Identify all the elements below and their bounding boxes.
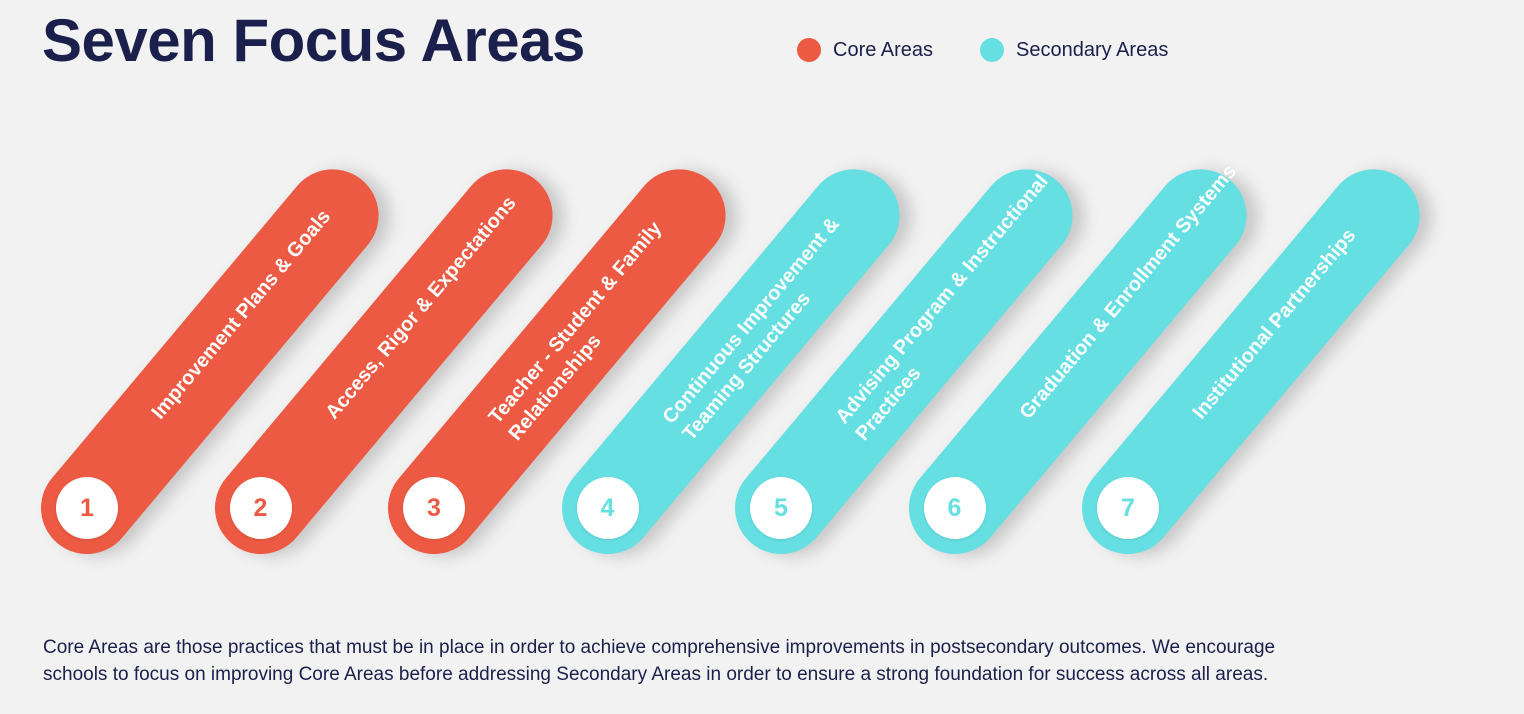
legend-item-core: Core Areas — [797, 38, 933, 62]
page-title: Seven Focus Areas — [42, 7, 585, 74]
focus-area-number-4: 4 — [576, 477, 639, 539]
focus-area-number-6: 6 — [923, 477, 986, 539]
focus-area-number-2: 2 — [229, 477, 292, 539]
focus-area-number-1: 1 — [56, 477, 118, 539]
description: Core Areas are those practices that must… — [43, 634, 1483, 688]
secondary-areas-dot-icon — [980, 38, 1004, 62]
description-line-1: Core Areas are those practices that must… — [43, 637, 1276, 658]
core-areas-dot-icon — [797, 38, 821, 62]
description-line-2: schools to focus on improving Core Areas… — [43, 664, 1269, 685]
focus-area-number-7: 7 — [1097, 477, 1159, 539]
focus-area-number-3: 3 — [403, 477, 465, 539]
legend-label-secondary: Secondary Areas — [1016, 38, 1169, 61]
legend-label-core: Core Areas — [833, 38, 934, 61]
focus-areas-diagram: 1 Improvement Plans & Goals 2 Access, Rigor… — [22, 150, 1439, 573]
focus-area-number-5: 5 — [750, 477, 812, 539]
legend-item-secondary: Secondary Areas — [980, 38, 1168, 62]
